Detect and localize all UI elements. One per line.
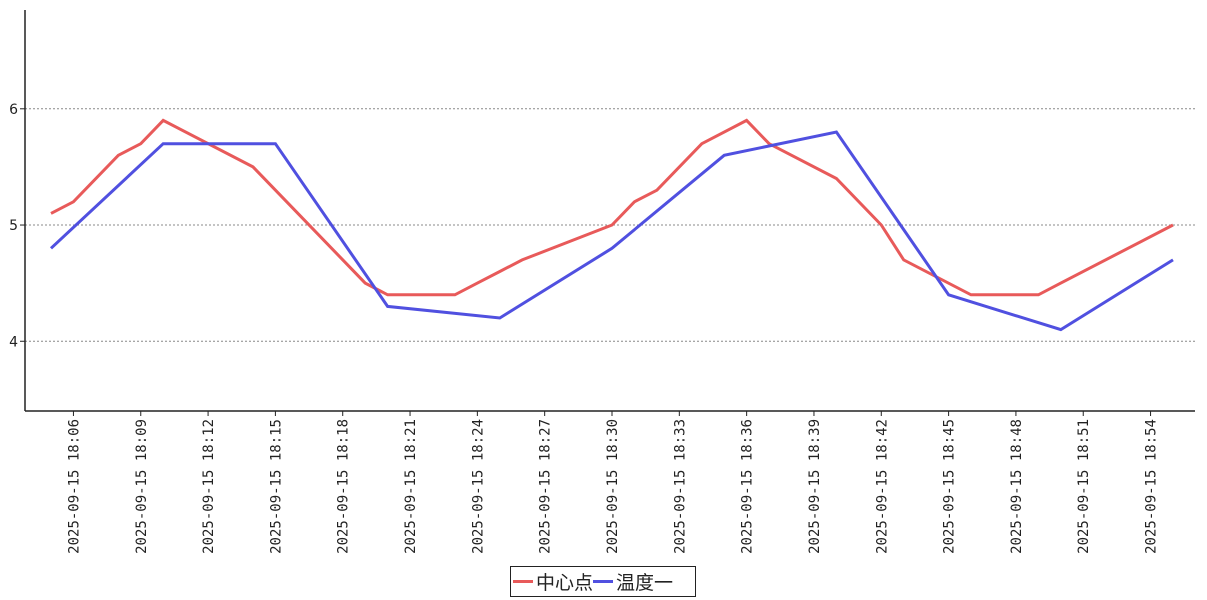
series-line-1 [50, 118, 1174, 297]
y-tick-label: 4 [9, 334, 18, 350]
x-tick-label: 2025-09-15 18:33 [672, 419, 688, 554]
x-tick-label: 2025-09-15 18:24 [470, 419, 486, 554]
x-tick-label: 2025-09-15 18:51 [1076, 419, 1092, 554]
legend-item-series-2[interactable]: 温度一 [593, 568, 673, 595]
axes [24, 10, 1195, 412]
x-tick-label: 2025-09-15 18:54 [1144, 419, 1160, 554]
x-tick-label: 2025-09-15 18:48 [1009, 419, 1025, 554]
y-tick-label: 6 [9, 102, 18, 118]
x-tick-label: 2025-09-15 18:45 [942, 419, 958, 554]
legend-item-series-1[interactable]: 中心点 [513, 568, 593, 595]
y-ticks: 4 5 6 [9, 102, 25, 350]
legend-label-series-1: 中心点 [536, 572, 594, 594]
x-tick-label: 2025-09-15 18:15 [268, 419, 284, 554]
legend-swatch-series-2 [593, 580, 614, 583]
x-ticks: 2025-09-15 18:06 2025-09-15 18:09 2025-09-… [66, 411, 1160, 554]
x-tick-label: 2025-09-15 18:42 [874, 419, 890, 554]
y-tick-label: 5 [9, 218, 18, 234]
legend: 中心点 温度一 [510, 566, 696, 597]
series-lines [49, 118, 1174, 332]
x-tick-label: 2025-09-15 18:06 [66, 419, 82, 554]
x-tick-label: 2025-09-15 18:12 [201, 419, 217, 554]
legend-label-series-2: 温度一 [616, 572, 674, 594]
x-tick-label: 2025-09-15 18:21 [403, 419, 419, 554]
legend-swatch-series-1 [513, 580, 533, 583]
x-tick-label: 2025-09-15 18:18 [336, 419, 352, 554]
series-line-2 [49, 130, 1174, 332]
x-tick-label: 2025-09-15 18:36 [740, 419, 756, 554]
x-tick-label: 2025-09-15 18:09 [134, 419, 150, 554]
x-tick-label: 2025-09-15 18:39 [807, 419, 823, 554]
x-tick-label: 2025-09-15 18:27 [538, 419, 554, 554]
x-tick-label: 2025-09-15 18:30 [605, 419, 621, 554]
